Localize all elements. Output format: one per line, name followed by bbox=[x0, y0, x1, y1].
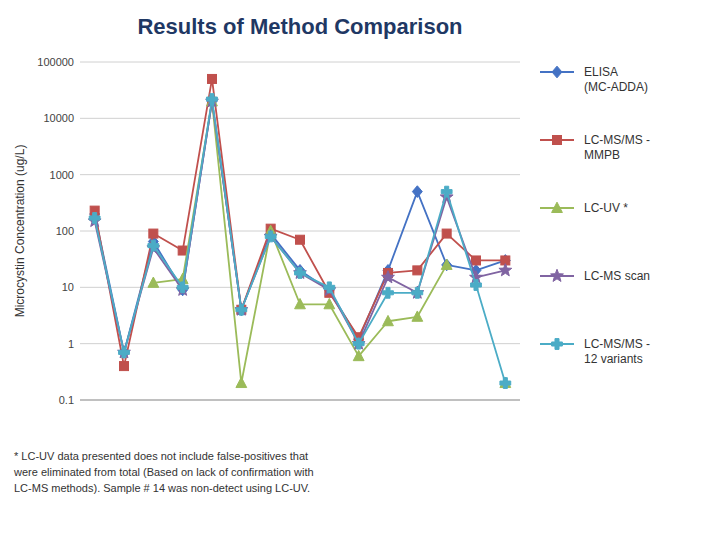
y-tick-label: 1000 bbox=[50, 169, 74, 181]
data-point bbox=[442, 259, 452, 271]
series-line bbox=[95, 101, 506, 352]
data-point bbox=[265, 231, 276, 242]
data-point bbox=[412, 287, 423, 298]
y-tick-label: 1 bbox=[68, 338, 74, 350]
legend-label-line: LC-MS scan bbox=[584, 269, 650, 283]
y-axis-label: Microcystin Concentration (ug/L) bbox=[13, 145, 27, 318]
legend-marker bbox=[552, 339, 563, 350]
data-point bbox=[412, 311, 423, 321]
series-line bbox=[95, 99, 506, 383]
series-line bbox=[95, 101, 506, 352]
legend-marker bbox=[552, 202, 563, 212]
data-point bbox=[177, 282, 188, 293]
footnote-line: were eliminated from total (Based on lac… bbox=[13, 466, 314, 478]
data-point bbox=[89, 213, 100, 224]
footnote-line: * LC-UV data presented does not include … bbox=[14, 450, 308, 462]
legend-label: LC-UV * bbox=[584, 201, 628, 215]
legend-label-line: MMPB bbox=[584, 148, 620, 162]
grid-line bbox=[80, 343, 520, 344]
legend-label-line: LC-MS/MS - bbox=[584, 133, 650, 147]
legend-label: LC-MS/MS -12 variants bbox=[584, 337, 650, 366]
data-point bbox=[295, 298, 306, 308]
data-point bbox=[148, 277, 159, 287]
data-point bbox=[471, 280, 482, 291]
series-line bbox=[95, 79, 506, 366]
data-point bbox=[296, 235, 305, 244]
data-point bbox=[352, 337, 365, 349]
grid-line bbox=[80, 400, 520, 401]
y-tick-label: 10000 bbox=[43, 112, 74, 124]
grid-line bbox=[80, 174, 520, 175]
data-point bbox=[208, 74, 217, 83]
data-point bbox=[120, 362, 129, 371]
data-point bbox=[413, 266, 422, 275]
data-point bbox=[472, 256, 481, 265]
data-point bbox=[236, 377, 247, 387]
x-axis-line bbox=[80, 400, 520, 401]
data-point bbox=[383, 287, 394, 298]
data-point bbox=[411, 286, 424, 298]
plot-area bbox=[88, 74, 512, 388]
legend-label: LC-MS/MS -MMPB bbox=[584, 133, 650, 162]
data-point bbox=[441, 186, 452, 197]
footnote-line: LC-MS methods). Sample # 14 was non-dete… bbox=[14, 482, 310, 494]
data-point bbox=[148, 240, 159, 251]
data-point bbox=[295, 268, 306, 279]
data-point bbox=[236, 304, 247, 315]
title: Results of Method Comparison bbox=[137, 14, 462, 39]
grid-line bbox=[80, 62, 520, 63]
data-point bbox=[235, 303, 248, 315]
legend-marker bbox=[553, 136, 562, 145]
data-point bbox=[353, 350, 364, 360]
data-point bbox=[118, 346, 131, 358]
footnote: * LC-UV data presented does not include … bbox=[13, 450, 314, 494]
data-point bbox=[324, 282, 335, 293]
y-tick-label: 100000 bbox=[37, 56, 74, 68]
grid-line bbox=[80, 287, 520, 288]
data-point bbox=[149, 229, 158, 238]
data-point bbox=[500, 377, 511, 387]
grid-line bbox=[80, 118, 520, 119]
legend-label-line: LC-UV * bbox=[584, 201, 628, 215]
data-point bbox=[119, 347, 130, 358]
legend-label-line: ELISA bbox=[584, 65, 618, 79]
y-tick-label: 0.1 bbox=[59, 394, 74, 406]
legend-label: LC-MS scan bbox=[584, 269, 650, 283]
data-point bbox=[178, 246, 187, 255]
legend-marker bbox=[552, 66, 562, 78]
data-point bbox=[353, 338, 364, 349]
data-point bbox=[500, 378, 511, 389]
legend-label-line: 12 variants bbox=[584, 352, 643, 366]
legend-marker bbox=[551, 269, 564, 281]
grid-line bbox=[80, 231, 520, 232]
legend: ELISA(MC-ADDA)LC-MS/MS -MMPBLC-UV *LC-MS… bbox=[540, 65, 650, 366]
data-point bbox=[499, 264, 512, 276]
legend-label: ELISA(MC-ADDA) bbox=[584, 65, 648, 94]
data-point bbox=[324, 298, 335, 308]
data-point bbox=[441, 259, 452, 269]
data-point bbox=[412, 186, 422, 198]
y-tick-label: 100 bbox=[56, 225, 74, 237]
data-point bbox=[207, 94, 218, 105]
data-point bbox=[383, 315, 394, 325]
data-point bbox=[382, 271, 395, 283]
legend-label-line: (MC-ADDA) bbox=[584, 80, 648, 94]
y-tick-label: 10 bbox=[62, 281, 74, 293]
data-point bbox=[442, 229, 451, 238]
data-point bbox=[264, 230, 277, 242]
legend-label-line: LC-MS/MS - bbox=[584, 337, 650, 351]
chart: Results of Method Comparison 0.1 1 10 100 100… bbox=[0, 0, 720, 540]
grid bbox=[80, 62, 520, 400]
